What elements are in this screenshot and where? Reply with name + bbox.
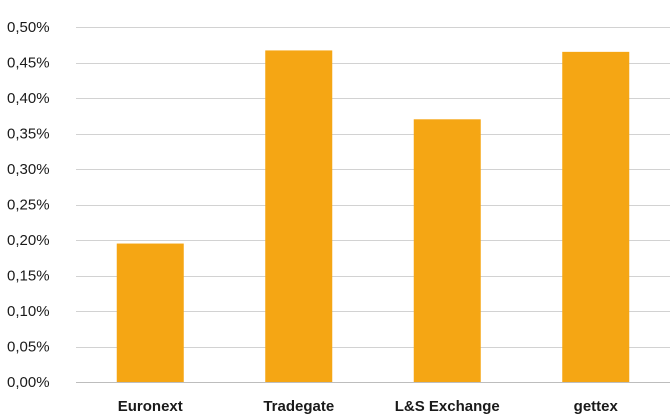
bar-gettex bbox=[562, 51, 630, 382]
y-tick-label: 0,45% bbox=[7, 55, 50, 72]
bar-l-s-exchange bbox=[413, 119, 481, 383]
x-axis-category-labels: Euronext Tradegate L&S Exchange gettex bbox=[118, 398, 619, 415]
y-tick-label: 0,40% bbox=[7, 90, 50, 107]
x-category-label: Tradegate bbox=[263, 398, 334, 415]
bar-tradegate bbox=[265, 50, 333, 383]
y-tick-label: 0,25% bbox=[7, 197, 50, 214]
y-tick-label: 0,00% bbox=[7, 374, 50, 391]
x-category-label: gettex bbox=[574, 398, 619, 415]
x-category-label: L&S Exchange bbox=[395, 398, 500, 415]
bar-euronext bbox=[116, 243, 184, 382]
bars bbox=[116, 50, 630, 383]
y-tick-label: 0,20% bbox=[7, 232, 50, 249]
y-axis-tick-labels: 0,00% 0,05% 0,10% 0,15% 0,20% 0,25% 0,30% 0,35%… bbox=[7, 19, 50, 391]
y-tick-label: 0,10% bbox=[7, 303, 50, 320]
y-tick-label: 0,15% bbox=[7, 268, 50, 285]
y-tick-label: 0,30% bbox=[7, 161, 50, 178]
y-tick-label: 0,35% bbox=[7, 126, 50, 143]
y-tick-label: 0,50% bbox=[7, 19, 50, 36]
x-category-label: Euronext bbox=[118, 398, 183, 415]
y-tick-label: 0,05% bbox=[7, 339, 50, 356]
